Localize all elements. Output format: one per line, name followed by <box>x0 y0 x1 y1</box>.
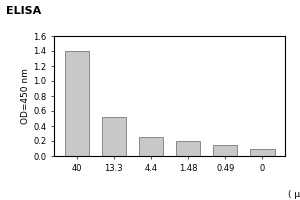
Bar <box>64 51 89 156</box>
Bar <box>250 148 274 156</box>
Text: ELISA: ELISA <box>6 6 41 16</box>
Bar <box>139 137 163 156</box>
Text: ( μg ): ( μg ) <box>288 190 300 199</box>
Y-axis label: OD=450 nm: OD=450 nm <box>21 68 30 124</box>
Bar <box>176 141 200 156</box>
Bar <box>213 145 237 156</box>
Bar <box>102 117 126 156</box>
